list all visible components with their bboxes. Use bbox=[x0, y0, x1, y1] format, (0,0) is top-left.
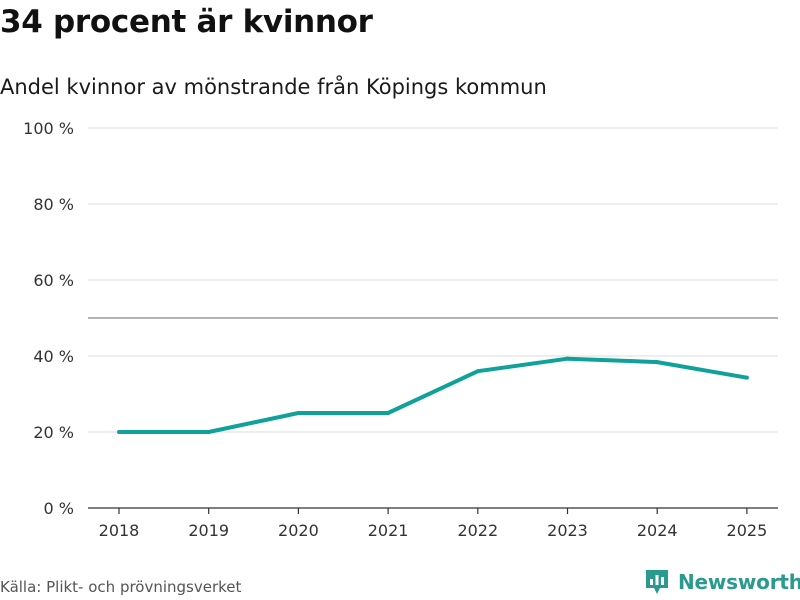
data-point bbox=[117, 430, 121, 434]
x-tick-label: 2023 bbox=[547, 521, 588, 540]
chart-subtitle: Andel kvinnor av mönstrande från Köpings… bbox=[0, 75, 547, 99]
x-tick-label: 2019 bbox=[188, 521, 229, 540]
x-tick-label: 2018 bbox=[99, 521, 140, 540]
x-tick-label: 2022 bbox=[457, 521, 498, 540]
x-axis-ticks: 2018 2019 2020 2021 2022 2023 2024 2025 bbox=[99, 508, 768, 540]
y-tick-label: 100 % bbox=[23, 119, 74, 138]
x-tick-label: 2024 bbox=[637, 521, 678, 540]
y-tick-label: 0 % bbox=[44, 499, 74, 518]
data-point bbox=[475, 369, 480, 374]
y-tick-label: 60 % bbox=[33, 271, 74, 290]
chart-title: 34 procent är kvinnor bbox=[0, 4, 373, 40]
data-point bbox=[655, 360, 660, 365]
brand-logo: Newsworthy bbox=[644, 568, 800, 596]
source-note: Källa: Plikt- och prövningsverket bbox=[0, 578, 242, 596]
x-tick-label: 2025 bbox=[727, 521, 768, 540]
gridlines bbox=[88, 127, 778, 433]
y-tick-label: 80 % bbox=[33, 195, 74, 214]
y-tick-label: 40 % bbox=[33, 347, 74, 366]
data-point bbox=[565, 356, 570, 361]
series-line bbox=[119, 356, 748, 434]
newsworthy-logo-icon bbox=[646, 570, 668, 594]
data-point bbox=[296, 411, 301, 415]
series-group bbox=[117, 356, 749, 434]
y-axis-ticks: 0 % 20 % 40 % 60 % 80 % 100 % bbox=[23, 119, 74, 518]
data-point bbox=[386, 411, 391, 415]
x-tick-label: 2021 bbox=[368, 521, 409, 540]
x-tick-label: 2020 bbox=[278, 521, 319, 540]
data-point bbox=[744, 375, 749, 380]
brand-name: Newsworthy bbox=[678, 570, 800, 594]
data-point bbox=[206, 430, 211, 434]
y-tick-label: 20 % bbox=[33, 423, 74, 442]
